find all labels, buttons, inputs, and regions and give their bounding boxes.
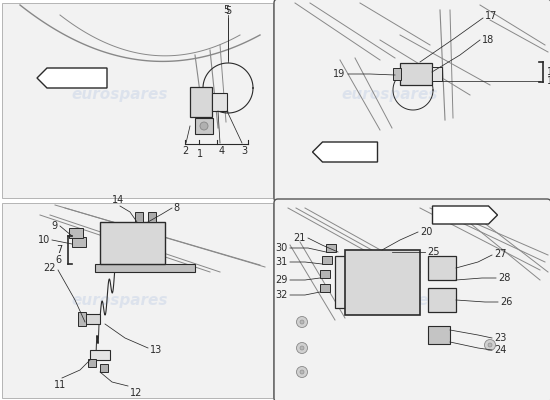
Text: 4: 4: [219, 146, 225, 156]
Bar: [108, 227, 158, 257]
Text: 17: 17: [485, 11, 497, 21]
Text: 32: 32: [276, 290, 288, 300]
Text: 23: 23: [494, 333, 507, 343]
Bar: [428, 256, 456, 280]
Text: 8: 8: [173, 203, 179, 213]
Polygon shape: [432, 206, 498, 224]
Bar: [432, 67, 442, 81]
Circle shape: [200, 122, 208, 130]
Polygon shape: [312, 142, 377, 162]
Bar: [428, 326, 450, 344]
Text: 3: 3: [241, 146, 247, 156]
Text: 6: 6: [56, 255, 62, 265]
Text: eurospares: eurospares: [342, 88, 438, 102]
Bar: [88, 359, 96, 367]
Text: 28: 28: [498, 273, 510, 283]
Bar: [82, 314, 100, 324]
Text: 7: 7: [56, 245, 62, 255]
Text: 22: 22: [43, 263, 56, 273]
Text: eurospares: eurospares: [72, 292, 168, 308]
Text: 29: 29: [276, 275, 288, 285]
Bar: [428, 288, 456, 312]
Text: 21: 21: [294, 233, 306, 243]
Text: 13: 13: [150, 345, 162, 355]
Text: 14: 14: [112, 195, 124, 205]
FancyBboxPatch shape: [2, 203, 273, 398]
FancyBboxPatch shape: [274, 199, 550, 400]
Text: 20: 20: [420, 227, 432, 237]
Text: eurospares: eurospares: [72, 88, 168, 102]
Bar: [195, 118, 213, 134]
Text: 31: 31: [276, 257, 288, 267]
Bar: [69, 228, 83, 238]
Text: 27: 27: [494, 249, 507, 259]
Circle shape: [300, 346, 304, 350]
Text: 5: 5: [225, 6, 231, 16]
Text: 26: 26: [500, 297, 513, 307]
Bar: [320, 270, 330, 278]
Text: 11: 11: [54, 380, 66, 390]
Bar: [400, 63, 432, 85]
Bar: [148, 212, 156, 222]
Circle shape: [296, 316, 307, 328]
Bar: [100, 222, 165, 264]
Circle shape: [300, 370, 304, 374]
FancyBboxPatch shape: [2, 3, 273, 198]
Text: 9: 9: [52, 221, 58, 231]
Bar: [190, 87, 212, 117]
Text: 10: 10: [38, 235, 50, 245]
Circle shape: [300, 320, 304, 324]
Text: 19: 19: [333, 69, 345, 79]
Text: 1: 1: [197, 149, 203, 159]
Circle shape: [485, 340, 496, 350]
Circle shape: [296, 342, 307, 354]
Text: 5: 5: [223, 5, 229, 15]
Bar: [320, 284, 330, 292]
Bar: [78, 312, 86, 326]
Text: 16: 16: [547, 76, 550, 86]
Bar: [322, 256, 332, 264]
Bar: [135, 212, 143, 222]
Text: 2: 2: [182, 146, 188, 156]
Circle shape: [296, 366, 307, 378]
Text: 24: 24: [494, 345, 507, 355]
FancyBboxPatch shape: [274, 0, 550, 202]
Bar: [345, 250, 420, 315]
Text: 30: 30: [276, 243, 288, 253]
Bar: [393, 68, 401, 80]
Text: 25: 25: [427, 247, 439, 257]
Bar: [326, 244, 336, 252]
Bar: [90, 350, 110, 360]
Text: 12: 12: [130, 388, 142, 398]
Text: eurospares: eurospares: [342, 292, 438, 308]
Bar: [100, 364, 108, 372]
Bar: [335, 256, 397, 308]
Bar: [212, 93, 227, 111]
Text: 15: 15: [547, 67, 550, 77]
Bar: [95, 264, 195, 272]
Text: 18: 18: [482, 35, 494, 45]
Bar: [72, 237, 86, 247]
Circle shape: [488, 343, 492, 347]
Polygon shape: [37, 68, 107, 88]
